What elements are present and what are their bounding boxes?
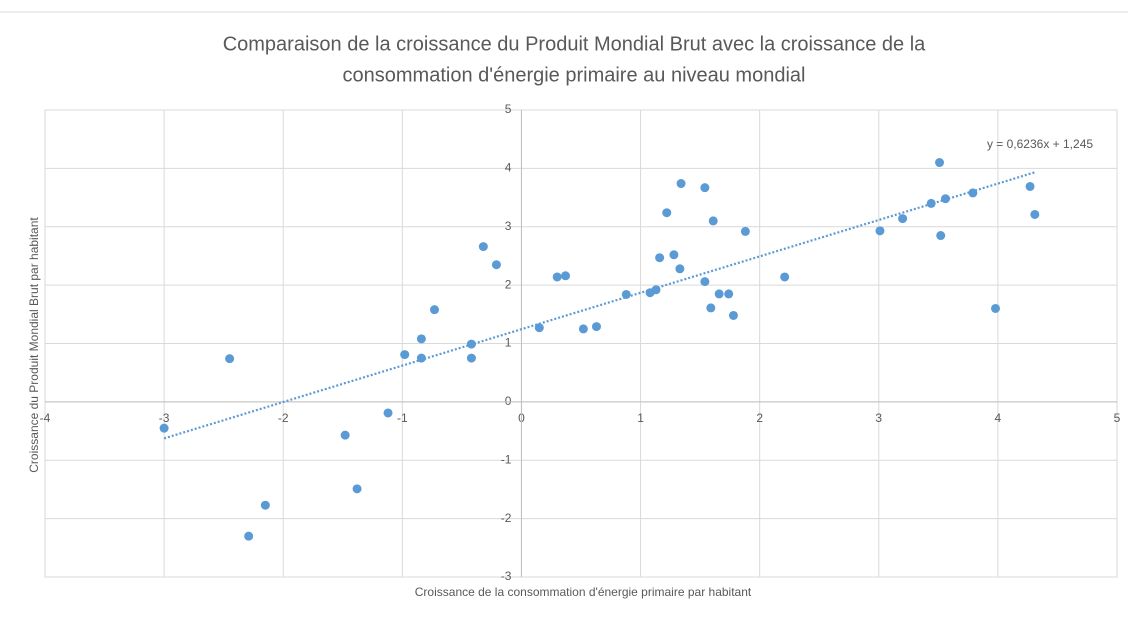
x-tick-label: -1 [397, 411, 408, 425]
point [935, 158, 945, 168]
x-axis-label: Croissance de la consommation d'énergie … [415, 585, 752, 599]
point [466, 339, 476, 349]
point [708, 216, 718, 226]
point [383, 408, 393, 418]
point [1025, 181, 1035, 191]
y-tick-label: 0 [505, 394, 512, 408]
point [416, 353, 426, 363]
point [651, 285, 661, 295]
y-tick-label: -1 [501, 452, 512, 466]
x-tick-label: -3 [159, 411, 170, 425]
point [724, 289, 734, 299]
point [340, 430, 350, 440]
y-tick-label: -3 [501, 569, 512, 583]
point [244, 531, 254, 541]
point [621, 289, 631, 299]
point [225, 354, 235, 364]
point [591, 322, 601, 332]
x-tick-label: -4 [40, 411, 51, 425]
point [675, 264, 685, 274]
x-tick-label: -2 [278, 411, 289, 425]
x-tick-label: 4 [995, 411, 1002, 425]
x-tick-label: 2 [756, 411, 763, 425]
point [552, 272, 562, 282]
point [940, 194, 950, 204]
point [875, 226, 885, 236]
point [561, 271, 571, 281]
point [968, 188, 978, 198]
point [662, 208, 672, 218]
point [466, 353, 476, 363]
point [728, 310, 738, 320]
point [676, 179, 686, 189]
point [655, 253, 665, 263]
y-tick-label: 4 [505, 161, 512, 175]
point [898, 214, 908, 224]
point [936, 231, 946, 241]
x-tick-label: 1 [637, 411, 644, 425]
point [706, 303, 716, 313]
y-tick-label: -2 [501, 511, 512, 525]
y-axis-label: Croissance du Produit Mondial Brut par h… [27, 217, 41, 473]
point [700, 183, 710, 193]
chart-title: Comparaison de la croissance du Produit … [223, 33, 926, 55]
point [669, 250, 679, 260]
point [352, 484, 362, 494]
x-tick-label: 3 [875, 411, 882, 425]
trendline [163, 171, 1036, 440]
point [926, 198, 936, 208]
point [534, 323, 544, 333]
point [714, 289, 724, 299]
point [400, 350, 410, 360]
point [740, 226, 750, 236]
y-tick-label: 3 [505, 219, 512, 233]
point [1030, 209, 1040, 219]
point [491, 260, 501, 270]
point [429, 305, 439, 315]
point [991, 303, 1001, 313]
trendline-label: y = 0,6236x + 1,245 [987, 137, 1093, 151]
point [159, 423, 169, 433]
point [478, 242, 488, 252]
y-tick-label: 1 [505, 336, 512, 350]
point [260, 500, 270, 510]
point [578, 324, 588, 334]
y-tick-label: 2 [505, 277, 512, 291]
point [700, 277, 710, 287]
point [780, 272, 790, 282]
chart-title: consommation d'énergie primaire au nivea… [343, 64, 806, 86]
x-tick-label: 5 [1114, 411, 1121, 425]
y-tick-label: 5 [505, 102, 512, 116]
point [416, 334, 426, 344]
